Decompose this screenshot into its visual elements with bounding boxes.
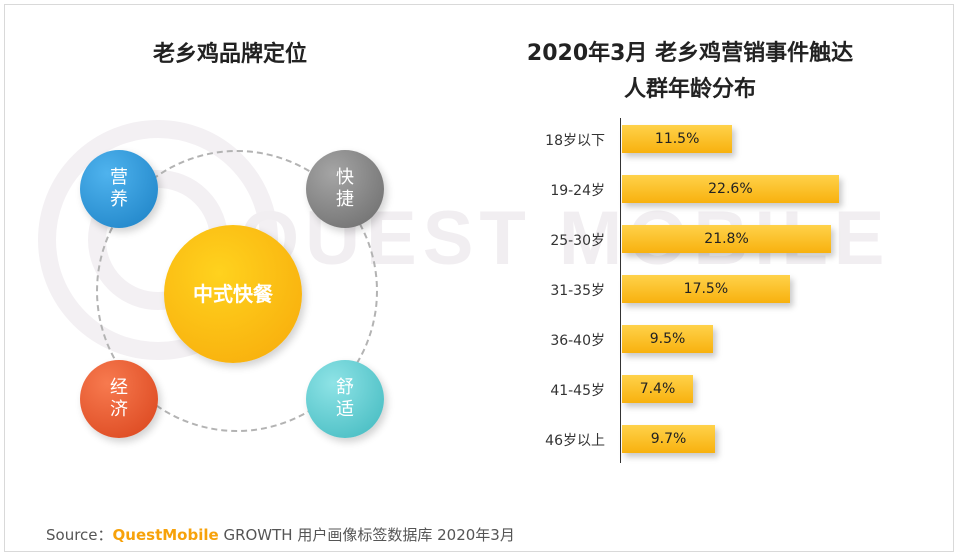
bar: 9.5% (622, 325, 714, 353)
nutrition-label: 营 养 (110, 167, 128, 210)
chart-title: 2020年3月 老乡鸡营销事件触达 人群年龄分布 (520, 36, 860, 108)
bar: 21.8% (622, 225, 832, 253)
comfort-bubble: 舒 适 (306, 360, 384, 438)
chart-title-line-2: 人群年龄分布 (623, 77, 756, 102)
category-label: 31-35岁 (550, 283, 605, 299)
source-suffix: GROWTH 用户画像标签数据库 2020年3月 (218, 526, 515, 544)
dashed-orbit-circle (96, 150, 378, 432)
bar: 7.4% (622, 375, 693, 403)
bar-value-label: 11.5% (654, 131, 700, 147)
nutrition-bubble: 营 养 (80, 150, 158, 228)
bar-value-label: 7.4% (639, 381, 676, 397)
economy-label: 经 济 (110, 377, 128, 420)
fast-label: 快 捷 (336, 167, 354, 210)
center-bubble: 中式快餐 (164, 225, 302, 363)
category-label: 18岁以下 (545, 133, 605, 149)
bar-value-label: 9.5% (649, 331, 686, 347)
y-axis-line (620, 118, 621, 463)
bar: 11.5% (622, 125, 733, 153)
brand-positioning-title: 老乡鸡品牌定位 (152, 42, 307, 67)
fast-bubble: 快 捷 (306, 150, 384, 228)
category-label: 19-24岁 (550, 183, 605, 199)
bar: 17.5% (622, 275, 790, 303)
bar-value-label: 22.6% (708, 181, 753, 197)
category-label: 36-40岁 (550, 333, 605, 349)
comfort-label: 舒 适 (336, 377, 354, 420)
bar-value-label: 9.7% (650, 431, 687, 447)
bar-value-label: 21.8% (704, 231, 749, 247)
bar: 22.6% (622, 175, 839, 203)
source-prefix: Source： (46, 526, 113, 544)
chart-title-line-1: 2020年3月 老乡鸡营销事件触达 (526, 41, 854, 66)
category-label: 41-45岁 (550, 383, 605, 399)
category-label: 25-30岁 (550, 233, 605, 249)
bar-value-label: 17.5% (683, 281, 729, 297)
center-label: 中式快餐 (193, 282, 273, 306)
figure-frame (4, 4, 954, 552)
source-brand: QuestMobile (112, 526, 219, 544)
source-note: Source：QuestMobile GROWTH 用户画像标签数据库 2020… (46, 524, 515, 545)
category-label: 46岁以上 (545, 433, 605, 449)
bar: 9.7% (622, 425, 716, 453)
economy-bubble: 经 济 (80, 360, 158, 438)
